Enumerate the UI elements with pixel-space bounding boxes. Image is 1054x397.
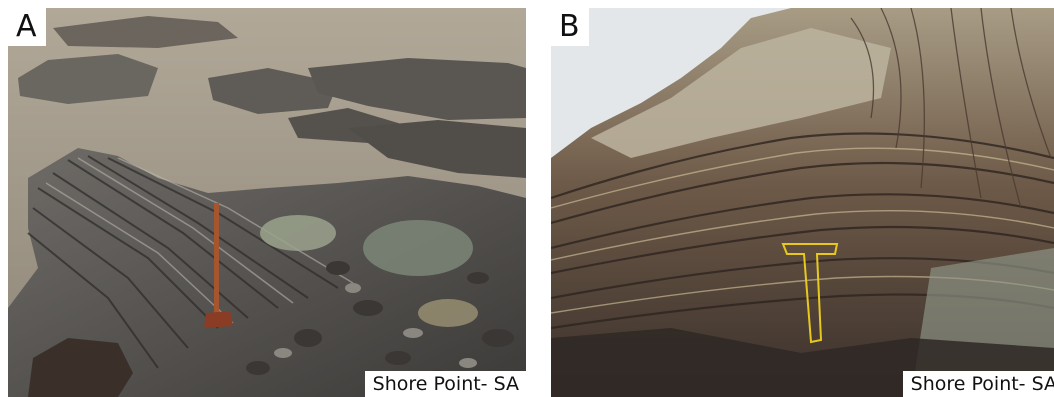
photo-panel-a: A Shore Point- SA	[8, 8, 526, 397]
rock-outcrop	[8, 148, 526, 397]
location-caption-b: Shore Point- SA	[902, 371, 1054, 397]
panel-label-a: A	[8, 8, 46, 46]
hammer-outline	[781, 243, 839, 344]
hammer-head	[204, 311, 233, 328]
panel-label-b: B	[551, 8, 589, 46]
location-caption-a: Shore Point- SA	[364, 371, 526, 397]
outcrop-photo-b	[551, 8, 1054, 397]
hammer-handle	[214, 203, 219, 318]
outcrop-photo-a	[8, 8, 526, 397]
photo-panel-b: B Shore Point- SA	[551, 8, 1054, 397]
